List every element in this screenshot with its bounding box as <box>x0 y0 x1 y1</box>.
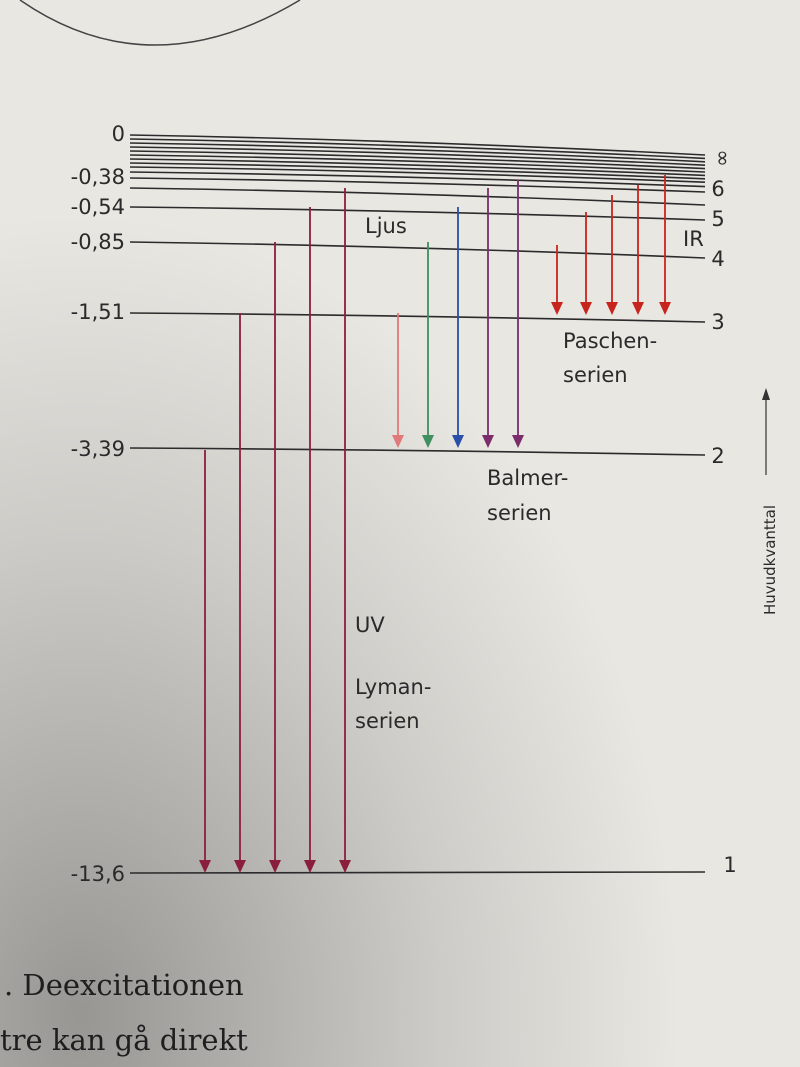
n-label: 3 <box>711 310 724 334</box>
arrow-head <box>482 435 494 448</box>
level-line <box>129 171 706 188</box>
energy-label: -0,85 <box>71 230 125 254</box>
transition-arrows <box>199 175 671 873</box>
level-line <box>129 134 706 156</box>
arrow-head <box>392 435 404 448</box>
energy-label: -13,6 <box>71 862 125 886</box>
axis-arrowhead <box>762 388 770 400</box>
body-text: tre kan gå direkt <box>0 1023 248 1057</box>
series-label: Lyman- <box>355 675 431 699</box>
level-line <box>129 166 706 183</box>
arrow-head <box>580 302 592 315</box>
series-label: serien <box>487 501 552 525</box>
level-line <box>129 177 706 193</box>
energy-label: -1,51 <box>71 300 125 324</box>
energy-label: 0 <box>112 122 125 146</box>
axis-label: Huvudkvanttal <box>761 505 779 615</box>
level-line <box>129 154 706 173</box>
level-line <box>129 312 706 323</box>
n-label: ∞ <box>711 149 735 167</box>
level-line <box>129 447 706 456</box>
arrow-head <box>422 435 434 448</box>
level-line <box>129 162 706 180</box>
level-lines <box>129 134 706 874</box>
n-label: 6 <box>711 177 724 201</box>
level-line <box>129 871 706 874</box>
arrow-head <box>512 435 524 448</box>
arrow-head <box>304 860 316 873</box>
series-label: Paschen- <box>563 329 657 353</box>
level-line <box>129 158 706 177</box>
energy-label: -3,39 <box>71 437 125 461</box>
series-label: Balmer- <box>487 466 568 490</box>
series-label: Ljus <box>365 214 407 238</box>
series-label: serien <box>355 709 420 733</box>
series-label: serien <box>563 363 628 387</box>
circle-arc <box>19 0 301 46</box>
arrow-head <box>551 302 563 315</box>
n-label: 2 <box>711 444 724 468</box>
series-label: UV <box>355 613 385 637</box>
arrow-head <box>269 860 281 873</box>
arrow-head <box>606 302 618 315</box>
arrow-head <box>452 435 464 448</box>
arrow-head <box>339 860 351 873</box>
arrow-head <box>199 860 211 873</box>
level-line <box>129 150 706 170</box>
level-line <box>129 142 706 163</box>
energy-label: -0,38 <box>71 165 125 189</box>
arrow-head <box>659 302 671 315</box>
energy-label: -0,54 <box>71 195 125 219</box>
arrow-head <box>632 302 644 315</box>
level-line <box>129 241 706 259</box>
n-label: 1 <box>723 853 736 877</box>
level-line <box>129 138 706 160</box>
series-label: IR <box>683 227 704 251</box>
arrow-head <box>234 860 246 873</box>
n-label: 5 <box>711 207 724 231</box>
body-text: . Deexcitationen <box>4 968 244 1002</box>
level-line <box>129 206 706 221</box>
n-label: 4 <box>711 247 724 271</box>
level-line <box>129 187 706 206</box>
level-line <box>129 146 706 166</box>
